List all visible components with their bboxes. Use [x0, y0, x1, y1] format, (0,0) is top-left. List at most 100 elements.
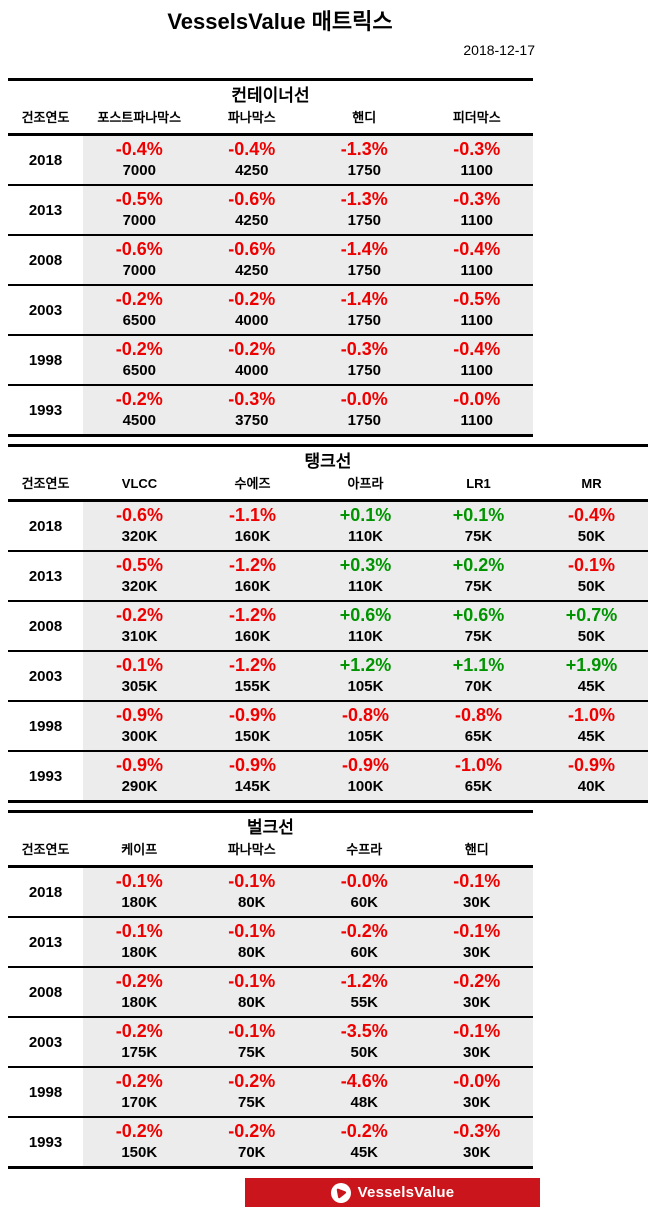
vessel-size: 65K — [464, 728, 493, 745]
data-cell: -0.4% 4250 — [195, 133, 308, 185]
column-header: 파나막스 — [195, 107, 308, 136]
data-cell: -0.9% 290K — [83, 750, 196, 803]
data-cell: -0.1% 80K — [195, 966, 308, 1017]
vessel-size: 1750 — [347, 162, 381, 179]
year-cell: 2008 — [8, 966, 83, 1017]
year-cell: 2018 — [8, 133, 83, 185]
vessel-size: 180K — [121, 994, 158, 1011]
column-header: LR1 — [422, 473, 535, 502]
percent-change: -0.2% — [115, 339, 163, 359]
percent-change: -1.3% — [340, 189, 388, 209]
vessel-size: 7000 — [122, 212, 156, 229]
percent-change: -0.2% — [115, 389, 163, 409]
vessel-size: 1100 — [460, 312, 494, 329]
column-header: 피더막스 — [420, 107, 533, 136]
data-cell: -0.9% 145K — [196, 750, 309, 803]
percent-change: -0.2% — [115, 971, 163, 991]
data-cell: -0.2% 180K — [83, 966, 196, 1017]
vessel-size: 290K — [121, 778, 158, 795]
column-header: 케이프 — [83, 839, 196, 868]
percent-change: -0.9% — [228, 755, 277, 775]
vessel-size: 40K — [577, 778, 606, 795]
vessel-size: 4250 — [235, 262, 269, 279]
percent-change: -0.4% — [115, 139, 163, 159]
data-cell: -0.2% 30K — [420, 966, 533, 1017]
data-cell: -0.0% 30K — [420, 1066, 533, 1117]
vessel-size: 1100 — [460, 412, 494, 429]
table-row-2018: 2018 -0.4% 7000 -0.4% 4250 -1.3% 1750 -0.3% 1100 — [8, 133, 533, 185]
percent-change: -0.5% — [115, 189, 163, 209]
percent-change: -0.5% — [115, 555, 164, 575]
vessel-size: 45K — [577, 678, 606, 695]
percent-change: -0.4% — [228, 139, 276, 159]
vessel-size: 7000 — [122, 162, 156, 179]
percent-change: -0.2% — [340, 1121, 388, 1141]
data-cell: -0.2% 6500 — [83, 334, 196, 385]
data-cell: -0.0% 1100 — [420, 384, 533, 437]
data-cell: -0.3% 30K — [420, 1116, 533, 1169]
vessel-size: 100K — [347, 778, 384, 795]
column-header: 아프라 — [309, 473, 422, 502]
table-row-1993: 1993 -0.9% 290K -0.9% 145K -0.9% 100K -1.0% 65K -… — [8, 750, 648, 803]
report-date: 2018-12-17 — [463, 42, 535, 58]
logo-text: VesselsValue — [357, 1184, 455, 1201]
data-cell: +0.1% 110K — [309, 499, 422, 551]
year-cell: 1998 — [8, 1066, 83, 1117]
percent-change: -0.1% — [228, 871, 276, 891]
percent-change: -0.2% — [115, 1121, 163, 1141]
table-row-1998: 1998 -0.2% 170K -0.2% 75K -4.6% 48K -0.0% 30K — [8, 1066, 533, 1117]
percent-change: -0.0% — [453, 389, 501, 409]
table-row-2013: 2013 -0.5% 7000 -0.6% 4250 -1.3% 1750 -0.3% 1100 — [8, 184, 533, 235]
vessel-size: 70K — [237, 1144, 266, 1161]
percent-change: -0.2% — [115, 289, 163, 309]
vesselsvalue-play-triangle-icon — [330, 1182, 351, 1203]
percent-change: -1.3% — [340, 139, 388, 159]
vessel-size: 4250 — [235, 162, 269, 179]
vessel-size: 3750 — [235, 412, 269, 429]
table-row-2018: 2018 -0.1% 180K -0.1% 80K -0.0% 60K -0.1% 30K — [8, 865, 533, 917]
year-cell: 2003 — [8, 1016, 83, 1067]
vessel-size: 320K — [121, 578, 158, 595]
data-cell: +1.2% 105K — [309, 650, 422, 701]
column-header: 핸디 — [308, 107, 421, 136]
data-cell: -0.2% 6500 — [83, 284, 196, 335]
data-cell: -0.1% 30K — [420, 916, 533, 967]
data-cell: +0.7% 50K — [535, 600, 648, 651]
data-cell: -0.2% 75K — [195, 1066, 308, 1117]
percent-change: -0.3% — [453, 139, 501, 159]
vessel-size: 30K — [462, 1094, 491, 1111]
data-cell: -0.1% 80K — [195, 865, 308, 917]
table-row-2003: 2003 -0.2% 6500 -0.2% 4000 -1.4% 1750 -0.5% 1100 — [8, 284, 533, 335]
matrix-table-bulker: 벌크선 건조연도 케이프 파나막스 수프라 핸디 2018 -0.1% 180K -0.1% 80K… — [8, 810, 533, 1169]
year-cell: 1993 — [8, 384, 83, 437]
percent-change: -0.0% — [340, 871, 388, 891]
vessel-size: 110K — [347, 528, 384, 545]
column-header: 핸디 — [420, 839, 533, 868]
vessel-size: 30K — [462, 1044, 491, 1061]
year-cell: 2013 — [8, 184, 83, 235]
vessel-size: 50K — [577, 528, 606, 545]
data-cell: -0.5% 320K — [83, 550, 196, 601]
percent-change: -0.9% — [567, 755, 616, 775]
percent-change: -0.2% — [453, 971, 501, 991]
vessel-size: 1100 — [460, 162, 494, 179]
year-cell: 2018 — [8, 499, 83, 551]
percent-change: -0.4% — [567, 505, 616, 525]
vessel-size: 6500 — [122, 362, 156, 379]
data-cell: -0.2% 150K — [83, 1116, 196, 1169]
vessel-size: 65K — [464, 778, 493, 795]
percent-change: -0.2% — [340, 921, 388, 941]
year-cell: 2003 — [8, 284, 83, 335]
percent-change: +0.1% — [452, 505, 505, 525]
percent-change: -0.6% — [115, 239, 163, 259]
column-header: MR — [535, 473, 648, 502]
vessel-size: 50K — [577, 628, 606, 645]
percent-change: -0.0% — [453, 1071, 501, 1091]
percent-change: -0.4% — [453, 339, 501, 359]
vessel-size: 1750 — [347, 262, 381, 279]
percent-change: -3.5% — [340, 1021, 388, 1041]
year-cell: 2003 — [8, 650, 83, 701]
year-cell: 1998 — [8, 700, 83, 751]
vessel-size: 1750 — [347, 312, 381, 329]
data-cell: -0.0% 1750 — [308, 384, 421, 437]
